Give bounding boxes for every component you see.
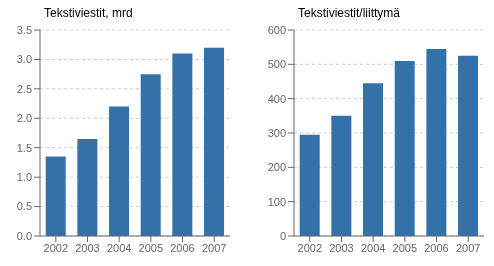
svg-text:2004: 2004 xyxy=(107,242,131,254)
svg-text:2005: 2005 xyxy=(139,242,163,254)
svg-text:2.0: 2.0 xyxy=(17,112,32,124)
svg-text:2007: 2007 xyxy=(202,242,226,254)
svg-text:0.0: 0.0 xyxy=(17,230,32,242)
svg-text:2007: 2007 xyxy=(456,242,480,254)
svg-text:1.0: 1.0 xyxy=(17,171,32,183)
svg-text:3.5: 3.5 xyxy=(17,24,32,36)
svg-text:300: 300 xyxy=(268,127,286,139)
svg-text:2002: 2002 xyxy=(298,242,322,254)
svg-text:100: 100 xyxy=(268,196,286,208)
svg-text:600: 600 xyxy=(268,24,286,36)
svg-text:200: 200 xyxy=(268,161,286,173)
svg-text:3.0: 3.0 xyxy=(17,53,32,65)
html-text:Tekstiviestit/liittymä: Tekstiviestit/liittymä xyxy=(298,6,400,20)
svg-text:400: 400 xyxy=(268,93,286,105)
svg-text:2003: 2003 xyxy=(75,242,99,254)
svg-text:1.5: 1.5 xyxy=(17,142,32,154)
svg-text:0: 0 xyxy=(280,230,286,242)
svg-text:2002: 2002 xyxy=(44,242,68,254)
svg-text:2003: 2003 xyxy=(329,242,353,254)
svg-text:2006: 2006 xyxy=(170,242,194,254)
svg-text:2006: 2006 xyxy=(424,242,448,254)
svg-text:0.5: 0.5 xyxy=(17,200,32,212)
html-text:Tekstiviestit, mrd: Tekstiviestit, mrd xyxy=(44,6,133,20)
svg-text:500: 500 xyxy=(268,58,286,70)
svg-text:2004: 2004 xyxy=(361,242,385,254)
svg-text:2.5: 2.5 xyxy=(17,83,32,95)
svg-text:2005: 2005 xyxy=(393,242,417,254)
